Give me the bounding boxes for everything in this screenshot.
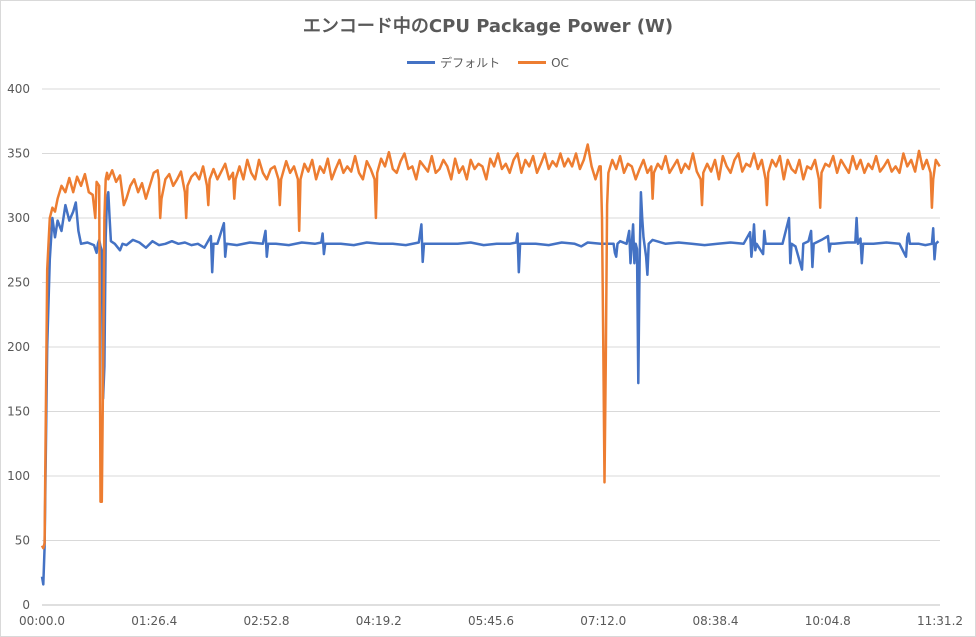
series-line-default	[40, 190, 940, 586]
y-tick-label: 200	[7, 340, 30, 354]
x-tick-label: 10:04.8	[805, 614, 851, 628]
x-tick-label: 01:26.4	[131, 614, 177, 628]
y-tick-label: 50	[15, 534, 30, 548]
chart-title: エンコード中のCPU Package Power (W)	[302, 16, 674, 37]
legend: デフォルト OC	[0, 54, 976, 71]
legend-swatch-oc	[518, 61, 547, 64]
x-tick-label: 04:19.2	[356, 614, 402, 628]
series-line-oc	[40, 143, 941, 550]
x-tick-label: 00:00.0	[19, 614, 65, 628]
y-tick-label: 300	[7, 211, 30, 225]
legend-label-default: デフォルト	[440, 56, 501, 70]
x-tick-label: 08:38.4	[692, 614, 738, 628]
legend-item-oc: OC	[518, 54, 569, 71]
x-tick-label: 11:31.2	[917, 614, 963, 628]
y-tick-label: 350	[7, 147, 30, 161]
y-tick-label: 250	[7, 276, 30, 290]
legend-item-default: デフォルト	[407, 54, 500, 71]
x-tick-label: 05:45.6	[468, 614, 514, 628]
y-tick-label: 400	[7, 82, 30, 96]
y-tick-label: 150	[7, 405, 30, 419]
y-tick-label: 0	[22, 598, 30, 612]
legend-label-oc: OC	[551, 55, 569, 70]
x-tick-label: 02:52.8	[243, 614, 289, 628]
x-tick-label: 07:12.0	[580, 614, 626, 628]
legend-swatch-default	[407, 61, 436, 64]
y-tick-label: 100	[7, 469, 30, 483]
